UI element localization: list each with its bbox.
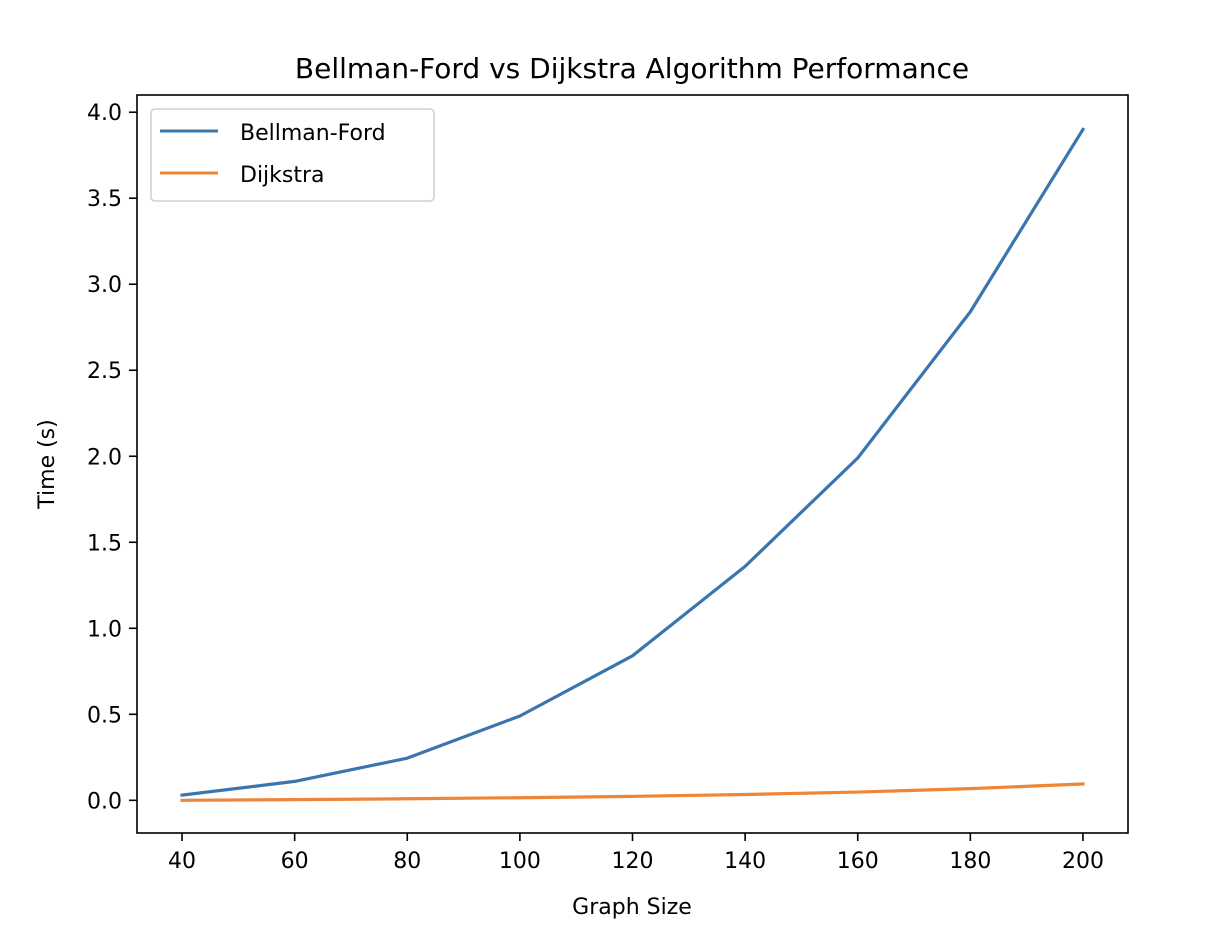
y-tick-label: 0.5 xyxy=(87,703,122,728)
x-tick-label: 80 xyxy=(393,849,421,874)
x-tick-label: 100 xyxy=(499,849,541,874)
y-tick-label: 2.5 xyxy=(87,359,122,384)
x-axis: 40 60 80 100 120 140 160 180 200 xyxy=(168,833,1104,874)
x-tick-label: 60 xyxy=(281,849,309,874)
chart-title: Bellman-Ford vs Dijkstra Algorithm Perfo… xyxy=(295,52,969,85)
plot-frame xyxy=(136,94,1129,834)
legend: Bellman-Ford Dijkstra xyxy=(150,108,435,202)
x-tick-label: 140 xyxy=(724,849,766,874)
x-axis-label: Graph Size xyxy=(572,895,692,920)
legend-box xyxy=(150,108,435,202)
x-tick-label: 120 xyxy=(612,849,654,874)
y-tick-label: 3.5 xyxy=(87,187,122,212)
x-tick-label: 40 xyxy=(168,849,196,874)
y-tick-label: 0.0 xyxy=(87,789,122,814)
legend-label-dijkstra: Dijkstra xyxy=(240,163,325,188)
legend-label-bellman-ford: Bellman-Ford xyxy=(240,121,386,146)
y-axis: 0.0 0.5 1.0 1.5 2.0 2.5 3.0 3.5 4.0 xyxy=(87,101,137,814)
x-tick-label: 180 xyxy=(949,849,991,874)
x-tick-label: 160 xyxy=(837,849,879,874)
y-tick-label: 4.0 xyxy=(87,101,122,126)
y-tick-label: 2.0 xyxy=(87,445,122,470)
x-tick-label: 200 xyxy=(1062,849,1104,874)
series-lines xyxy=(180,127,1086,802)
y-tick-label: 1.5 xyxy=(87,531,122,556)
y-tick-label: 3.0 xyxy=(87,273,122,298)
y-tick-label: 1.0 xyxy=(87,617,122,642)
y-axis-label: Time (s) xyxy=(35,419,60,509)
